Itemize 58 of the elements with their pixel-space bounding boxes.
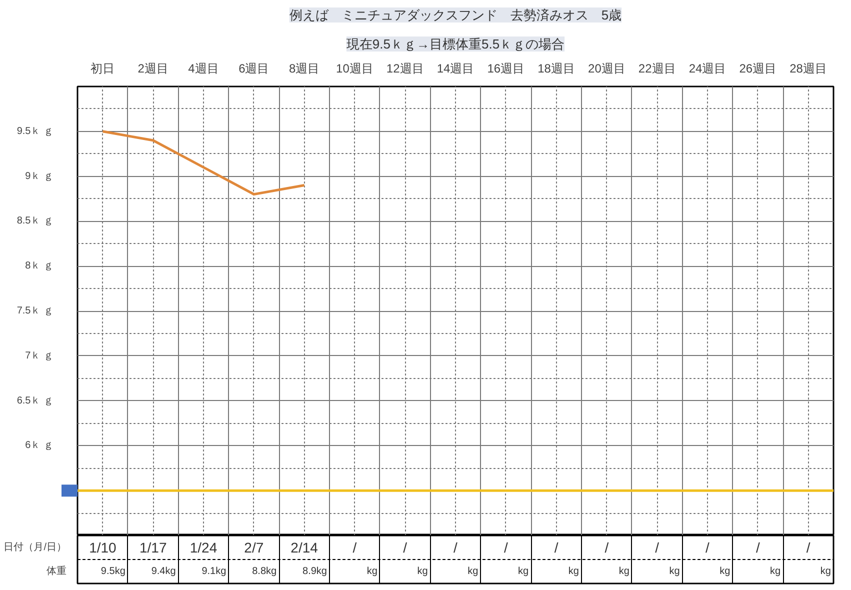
x-tick-label: 16週目 (487, 62, 525, 76)
y-tick-label: 7.5ｋ ｇ (16, 306, 54, 316)
text: 日付（月/日） (4, 542, 67, 553)
y-tick-label: 9.5ｋ ｇ (16, 126, 54, 137)
x-tick-label: 28週目 (790, 62, 827, 76)
y-tick-label: 8.5ｋ ｇ (16, 216, 54, 227)
y-tick-label: 9ｋ ｇ (25, 170, 54, 182)
x-tick-label: 4週目 (188, 62, 219, 76)
data-label: 8.9kg (302, 566, 327, 577)
text: kg (618, 566, 630, 577)
text: 体重 (46, 565, 66, 577)
x-tick-label: 8週目 (288, 62, 320, 76)
chart-subtitle: 現在9.5ｋｇ→目標体重5.5ｋｇの場合 (346, 36, 565, 52)
chart-title: 例えば ミニチュアダックスフンド 去勢済みオス 5歳 (289, 8, 622, 22)
text: kg (366, 566, 378, 577)
y-tick-label: 7ｋ ｇ (25, 350, 54, 362)
text: kg (468, 566, 478, 577)
x-tick-label: 26週目 (739, 62, 777, 76)
line-series (101, 130, 306, 196)
x-tick-label: 6週目 (238, 62, 270, 76)
text: / (504, 540, 508, 556)
x-tick-label: 22週目 (638, 62, 676, 76)
x-tick-label: 10週目 (336, 62, 374, 76)
text: kg (568, 566, 579, 577)
text: / (756, 540, 760, 556)
data-label: 9.1kg (202, 566, 226, 577)
text: / (554, 540, 558, 556)
text: 1/17 (139, 540, 167, 556)
data-label: 9.5kg (100, 566, 126, 577)
data-label: 8.8kg (252, 566, 277, 577)
y-tick-label: 6.5ｋ ｇ (16, 395, 54, 406)
text: 2/7 (244, 540, 264, 556)
text: / (454, 540, 458, 556)
text: / (403, 540, 408, 556)
text: 1/24 (190, 540, 218, 556)
text: 2/14 (290, 540, 318, 556)
text: / (706, 540, 710, 556)
x-tick-label: 12週目 (386, 62, 424, 76)
text: / (604, 540, 609, 556)
y-tick-label: 8ｋ ｇ (25, 260, 54, 272)
x-tick-label: 初日 (90, 62, 115, 76)
text: / (806, 540, 810, 556)
text: 1/10 (89, 540, 117, 556)
x-tick-label: 18週目 (538, 62, 575, 76)
text: / (655, 540, 660, 556)
text: kg (417, 566, 428, 577)
text: kg (518, 566, 529, 577)
y-tick-label: 6ｋ ｇ (25, 440, 54, 452)
text: kg (720, 566, 730, 577)
data-label: 9.4kg (151, 566, 176, 577)
text: kg (669, 566, 680, 577)
x-tick-label: 24週目 (688, 62, 726, 76)
x-tick-label: 20週目 (588, 62, 626, 76)
text: kg (770, 566, 781, 577)
text: kg (820, 566, 831, 577)
x-tick-label: 2週目 (138, 62, 168, 76)
text: / (352, 540, 357, 556)
x-tick-label: 14週目 (436, 62, 474, 76)
